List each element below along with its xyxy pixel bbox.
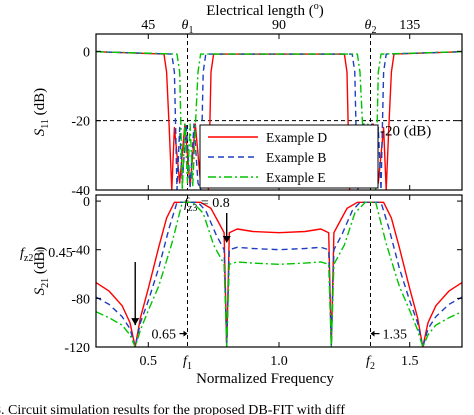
legend-label-example-b: Example B bbox=[266, 150, 326, 165]
s21-x-tick-label: 0.5 bbox=[140, 354, 158, 369]
s11-ticks: 0 -20 -40 45 90 135 θ1 θ2 bbox=[71, 18, 462, 199]
legend-items: Example D Example B Example E bbox=[208, 130, 327, 185]
s11-y-axis-label-main: S bbox=[32, 128, 48, 136]
s21-y-axis-label-main: S bbox=[32, 287, 48, 295]
s21-guides bbox=[187, 195, 371, 347]
theta1-label: θ1 bbox=[182, 18, 194, 36]
legend: Example D Example B Example E bbox=[199, 124, 379, 189]
s21-series-example-b bbox=[96, 201, 462, 347]
top-axis-title: Electrical length (o) bbox=[206, 1, 323, 19]
s21-y-axis-label-unit: (dB) bbox=[32, 247, 48, 278]
caption-fragment: 8. Circuit simulation results for the pr… bbox=[0, 403, 345, 415]
s11-series-example-b bbox=[96, 51, 462, 190]
top-axis-title-unit: o bbox=[314, 1, 319, 12]
f2-value-arrowhead bbox=[370, 330, 375, 337]
s21-ticks: 0 -40 -80 -120 0.5 1.0 1.5 f1 f2 bbox=[64, 195, 462, 372]
fz2-arrowhead bbox=[131, 318, 140, 326]
s21-y-tick-label: -80 bbox=[71, 292, 90, 307]
fz2-annotation: fz2 = 0.45 bbox=[20, 246, 73, 264]
x-axis-label: Normalized Frequency bbox=[196, 371, 334, 387]
fz3-annotation: fz3 = 0.8 bbox=[184, 196, 230, 214]
legend-label-example-d: Example D bbox=[266, 130, 327, 145]
f1-value-arrowhead bbox=[183, 330, 188, 337]
s11-y-tick-label: 0 bbox=[83, 45, 90, 60]
s11-y-tick-label: -40 bbox=[71, 184, 90, 199]
s21-plot-frame bbox=[95, 194, 463, 348]
s21-series-example-e bbox=[96, 201, 462, 347]
top-axis-title-text: Electrical length ( bbox=[206, 3, 313, 19]
s21-panel: 0 -40 -80 -120 0.5 1.0 1.5 f1 f2 S21 (dB) fz2 = … bbox=[20, 194, 463, 372]
legend-label-example-e: Example E bbox=[266, 170, 326, 185]
top-axis-tick-label: 90 bbox=[272, 18, 286, 33]
f2-value-annotation: 1.35 bbox=[383, 328, 408, 343]
f2-label: f2 bbox=[366, 354, 375, 372]
s21-annotations: fz2 = 0.45 fz3 = 0.8 0.65 1.35 bbox=[20, 196, 407, 343]
s21-y-tick-label: 0 bbox=[83, 195, 90, 210]
top-axis-title-close: ) bbox=[319, 3, 324, 19]
s21-series-example-d bbox=[96, 201, 462, 347]
top-axis-tick-label: 45 bbox=[141, 18, 155, 33]
theta2-label: θ2 bbox=[365, 18, 377, 36]
s21-y-axis-label: S21 (dB) bbox=[32, 247, 51, 296]
s21-x-tick-label: 1.5 bbox=[401, 354, 419, 369]
s21-y-axis-label-sub: 21 bbox=[40, 278, 51, 288]
s21-y-tick-label: -120 bbox=[64, 341, 90, 356]
reference-line-label: -20 (dB) bbox=[380, 124, 431, 140]
s11-y-tick-label: -20 bbox=[71, 115, 90, 130]
s21-y-tick-label: -40 bbox=[71, 244, 90, 259]
f1-label: f1 bbox=[183, 354, 192, 372]
s11-y-axis-label-sub: 11 bbox=[40, 119, 51, 129]
s11-y-axis-label: S11 (dB) bbox=[32, 88, 51, 136]
f1-value-annotation: 0.65 bbox=[152, 328, 177, 343]
top-axis-tick-label: 135 bbox=[399, 18, 420, 33]
s11-y-axis-label-unit: (dB) bbox=[32, 88, 48, 119]
s21-x-tick-label: 1.0 bbox=[270, 354, 288, 369]
fz3-arrowhead bbox=[222, 236, 231, 243]
s21-series bbox=[96, 201, 462, 347]
